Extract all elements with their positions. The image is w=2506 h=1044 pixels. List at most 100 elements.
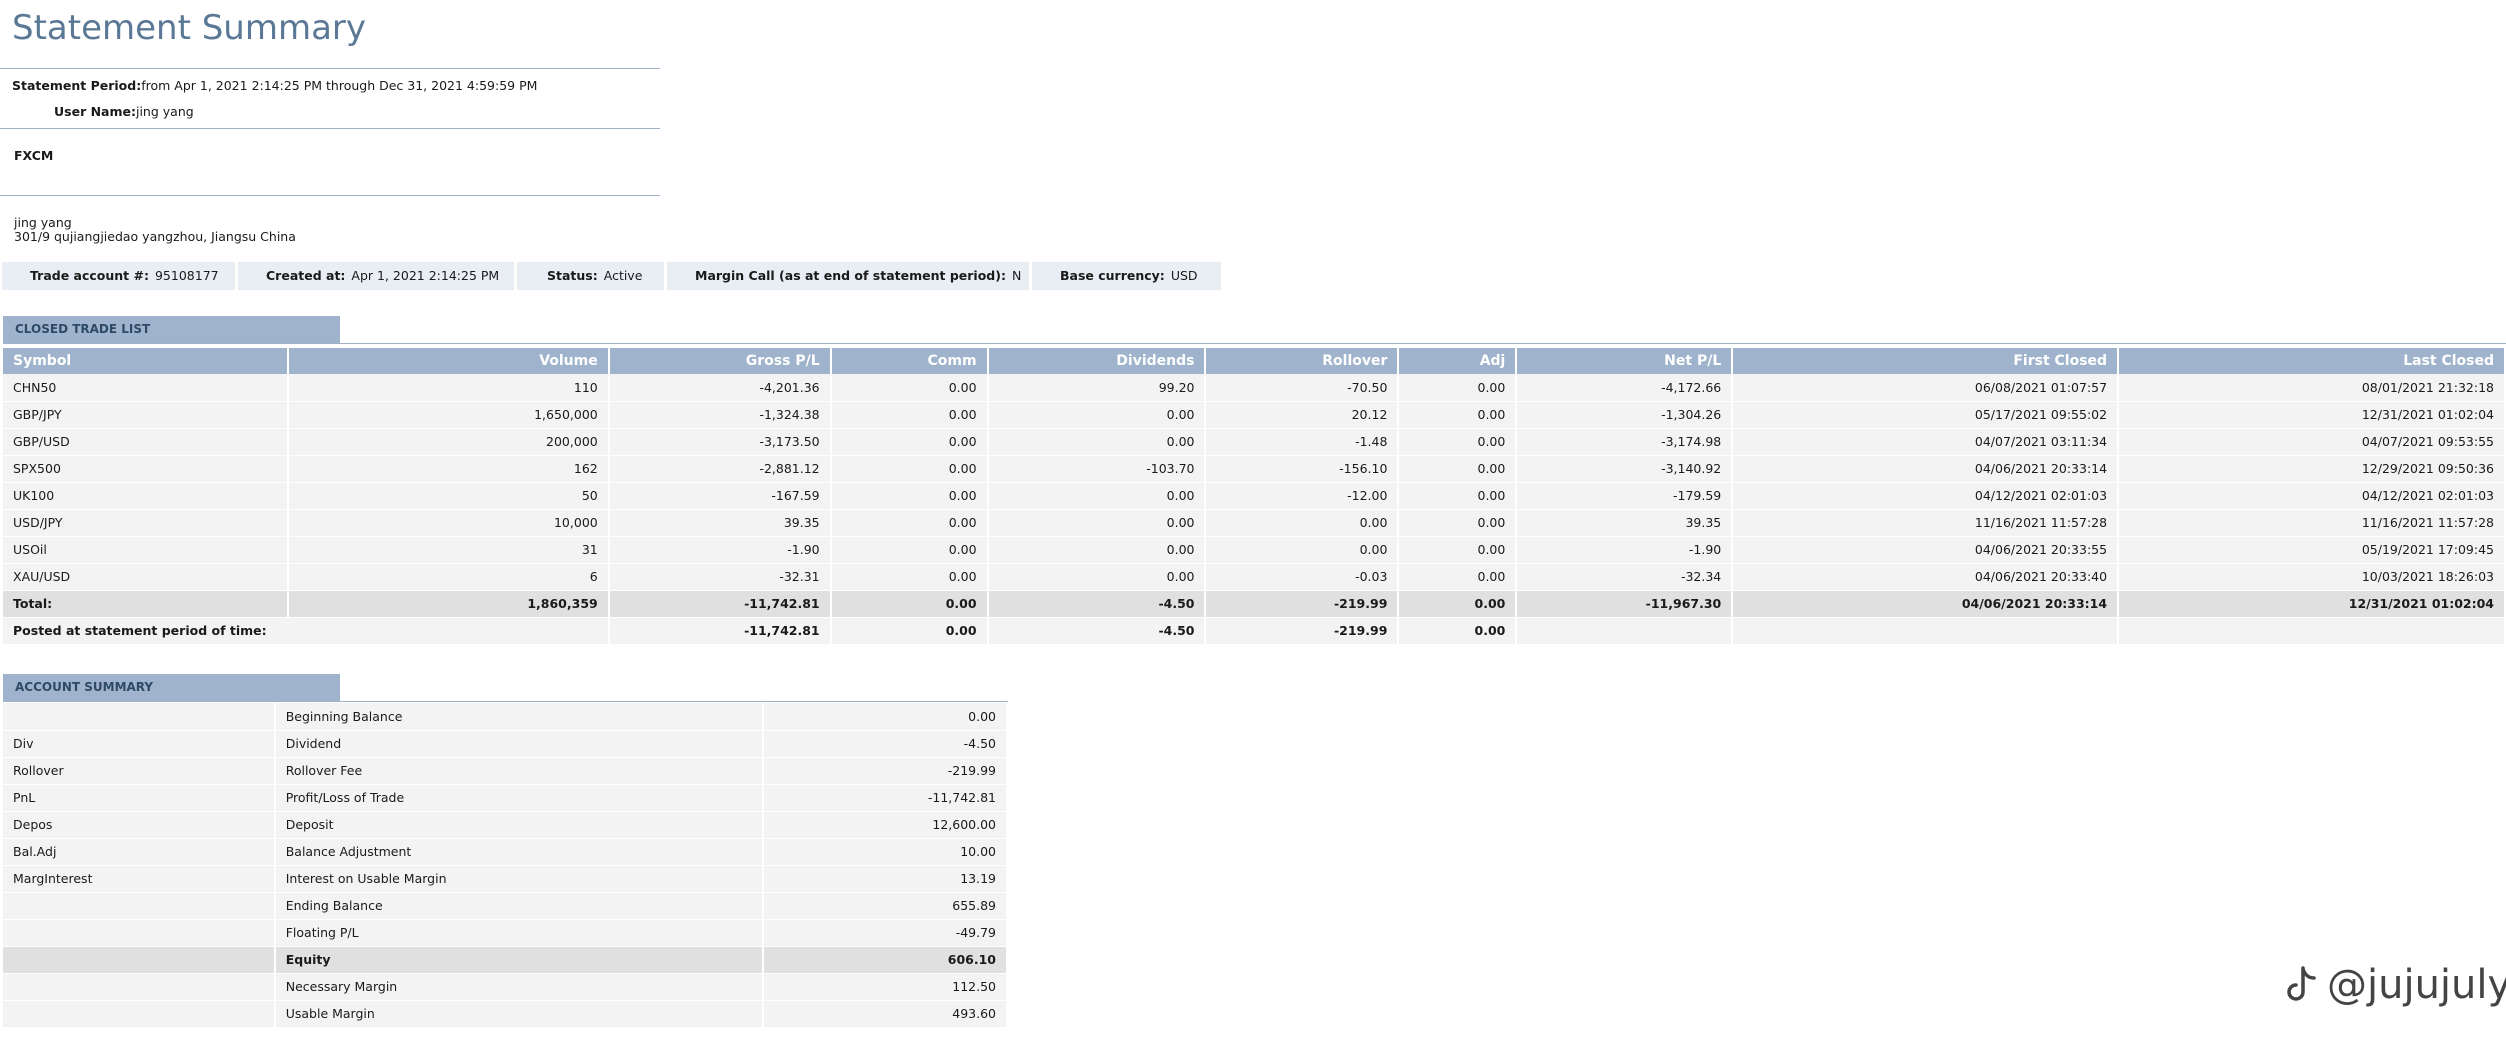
column-header[interactable]: Comm	[830, 348, 989, 374]
column-header[interactable]: Dividends	[987, 348, 1207, 374]
table-cell: 08/01/2021 21:32:18	[2118, 374, 2506, 402]
summary-label: Dividend	[274, 730, 765, 758]
info-value: 95108177	[154, 268, 219, 283]
summary-value: -4.50	[763, 730, 1008, 758]
table-cell: 05/19/2021 17:09:45	[2118, 536, 2506, 564]
summary-value: -49.79	[763, 919, 1008, 947]
address-line: 301/9 qujiangjiedao yangzhou, Jiangsu Ch…	[14, 229, 296, 244]
table-row: GBP/USD 200,000 -3,173.50 0.00 0.00 -1.48 0.00…	[3, 428, 2506, 456]
page-title: Statement Summary	[12, 8, 367, 48]
summary-value: 12,600.00	[763, 811, 1008, 839]
table-cell: 200,000	[287, 428, 610, 456]
table-cell: 10,000	[287, 509, 610, 537]
table-cell: 6	[287, 563, 610, 591]
table-cell: USOil	[3, 536, 289, 564]
table-cell: 0.00	[1398, 455, 1518, 483]
summary-row: MargInterest Interest on Usable Margin 13.…	[3, 865, 1008, 893]
summary-label: Beginning Balance	[274, 703, 765, 731]
summary-value: 10.00	[763, 838, 1008, 866]
table-cell: 0.00	[1398, 428, 1518, 456]
summary-label: Floating P/L	[274, 919, 765, 947]
summary-code: Div	[3, 730, 276, 758]
summary-row: Beginning Balance 0.00	[3, 703, 1008, 731]
table-row: USD/JPY 10,000 39.35 0.00 0.00 0.00 0.00 39.35 1…	[3, 509, 2506, 537]
summary-label: Deposit	[274, 811, 765, 839]
table-cell: 0.00	[830, 536, 989, 564]
summary-code	[3, 703, 276, 731]
summary-code	[3, 919, 276, 947]
table-cell: 39.35	[1516, 509, 1734, 537]
column-header[interactable]: First Closed	[1732, 348, 2120, 374]
summary-row: Necessary Margin 112.50	[3, 973, 1008, 1001]
table-cell	[1516, 617, 1734, 645]
table-cell: 0.00	[1398, 536, 1518, 564]
table-cell: 0.00	[1398, 617, 1518, 645]
table-cell: -1,324.38	[608, 401, 832, 429]
column-header[interactable]: Rollover	[1205, 348, 1400, 374]
table-cell: -3,140.92	[1516, 455, 1734, 483]
summary-code	[3, 892, 276, 920]
info-label: Status:	[547, 268, 598, 283]
user-name-value: jing yang	[135, 104, 194, 119]
summary-code	[3, 946, 276, 974]
summary-value: 493.60	[763, 1000, 1008, 1028]
info-label: Trade account #:	[30, 268, 149, 283]
account-summary-table: Beginning Balance 0.00 Div Dividend -4.50 Rol…	[3, 703, 1008, 1028]
table-cell: Total:	[3, 590, 289, 618]
divider	[3, 701, 1008, 702]
summary-value: 0.00	[763, 703, 1008, 731]
column-header[interactable]: Last Closed	[2118, 348, 2506, 374]
column-header[interactable]: Symbol	[3, 348, 289, 374]
divider	[0, 128, 660, 129]
user-name: User Name:jing yang	[54, 104, 194, 119]
user-name-label: User Name:	[54, 104, 136, 119]
summary-code: Rollover	[3, 757, 276, 785]
table-cell: 162	[287, 455, 610, 483]
table-cell	[1732, 617, 2120, 645]
table-cell: 20.12	[1205, 401, 1400, 429]
closed-trade-table: Symbol Volume Gross P/L Comm Dividends R…	[3, 348, 2506, 645]
column-header[interactable]: Gross P/L	[608, 348, 832, 374]
table-cell: 0.00	[1205, 536, 1400, 564]
address-name: jing yang	[14, 215, 72, 230]
table-cell: 0.00	[1398, 509, 1518, 537]
statement-period-label: Statement Period:	[12, 78, 142, 93]
table-cell: 0.00	[1398, 401, 1518, 429]
table-cell: 99.20	[987, 374, 1207, 402]
table-cell: -167.59	[608, 482, 832, 510]
table-cell: -4.50	[987, 590, 1207, 618]
table-cell: 0.00	[1398, 590, 1518, 618]
summary-label: Profit/Loss of Trade	[274, 784, 765, 812]
table-cell: 1,650,000	[287, 401, 610, 429]
summary-code: Bal.Adj	[3, 838, 276, 866]
column-header[interactable]: Net P/L	[1516, 348, 1734, 374]
table-row: CHN50 110 -4,201.36 0.00 99.20 -70.50 0.00 -4,1…	[3, 374, 2506, 402]
table-cell: -12.00	[1205, 482, 1400, 510]
summary-code: Depos	[3, 811, 276, 839]
summary-code: PnL	[3, 784, 276, 812]
summary-label: Equity	[274, 946, 765, 974]
summary-label: Ending Balance	[274, 892, 765, 920]
table-cell: 05/17/2021 09:55:02	[1732, 401, 2120, 429]
info-label: Base currency:	[1060, 268, 1165, 283]
info-value: Active	[603, 268, 643, 283]
summary-value: 13.19	[763, 865, 1008, 893]
summary-row: Div Dividend -4.50	[3, 730, 1008, 758]
table-cell: 04/06/2021 20:33:40	[1732, 563, 2120, 591]
table-cell: 0.00	[830, 428, 989, 456]
table-cell: 04/06/2021 20:33:55	[1732, 536, 2120, 564]
column-header[interactable]: Volume	[287, 348, 610, 374]
broker-name: FXCM	[14, 148, 54, 163]
table-cell: 0.00	[830, 401, 989, 429]
column-header[interactable]: Adj	[1398, 348, 1518, 374]
table-cell: 0.00	[987, 536, 1207, 564]
divider	[3, 343, 2506, 344]
table-cell: 39.35	[608, 509, 832, 537]
summary-code: MargInterest	[3, 865, 276, 893]
info-value: USD	[1170, 268, 1198, 283]
table-cell: 110	[287, 374, 610, 402]
info-trade-account: Trade account #: 95108177	[2, 262, 235, 290]
table-cell: 04/12/2021 02:01:03	[1732, 482, 2120, 510]
table-cell: 04/07/2021 03:11:34	[1732, 428, 2120, 456]
summary-label: Balance Adjustment	[274, 838, 765, 866]
